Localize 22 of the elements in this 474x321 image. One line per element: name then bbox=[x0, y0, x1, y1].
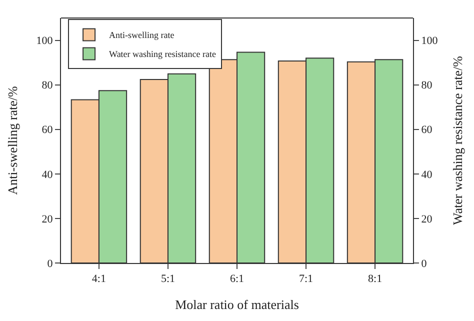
y-tick-label: 60 bbox=[42, 124, 54, 136]
x-axis-title: Molar ratio of materials bbox=[175, 296, 299, 312]
y-axis-title: Anti-swelling rate/% bbox=[5, 86, 20, 195]
x-tick-label: 4:1 bbox=[92, 273, 106, 286]
y2-axis-title: Water washing resistance rate/% bbox=[450, 56, 465, 225]
y-tick-label: 0 bbox=[47, 258, 54, 270]
x-tick-label: 5:1 bbox=[160, 273, 176, 286]
y-tick-label: 100 bbox=[36, 35, 54, 48]
y2-tick-label: 60 bbox=[421, 124, 433, 136]
y-tick-label: 80 bbox=[42, 80, 54, 92]
y2-tick-label: 100 bbox=[421, 35, 438, 48]
y2-tick-label: 0 bbox=[421, 258, 428, 270]
x-tick-label: 6:1 bbox=[230, 273, 244, 286]
y2-tick-label: 40 bbox=[421, 168, 433, 181]
y-tick-label: 40 bbox=[42, 168, 54, 181]
y2-tick-label: 80 bbox=[421, 80, 433, 92]
legend-label: Anti-swelling rate bbox=[109, 30, 174, 40]
y2-tick-label: 20 bbox=[421, 213, 433, 226]
y-tick-label: 20 bbox=[42, 213, 54, 226]
x-tick-label: 8:1 bbox=[368, 273, 382, 286]
x-tick-label: 7:1 bbox=[298, 273, 314, 286]
legend-label: Water washing resistance rate bbox=[109, 49, 216, 60]
